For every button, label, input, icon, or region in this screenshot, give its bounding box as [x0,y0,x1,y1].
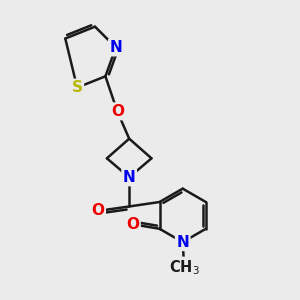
Text: CH$_3$: CH$_3$ [169,258,200,277]
Text: N: N [176,235,189,250]
Text: N: N [110,40,122,55]
Text: O: O [126,217,139,232]
Text: O: O [111,104,124,119]
Text: O: O [92,203,104,218]
Text: S: S [72,80,83,95]
Text: N: N [123,170,136,185]
